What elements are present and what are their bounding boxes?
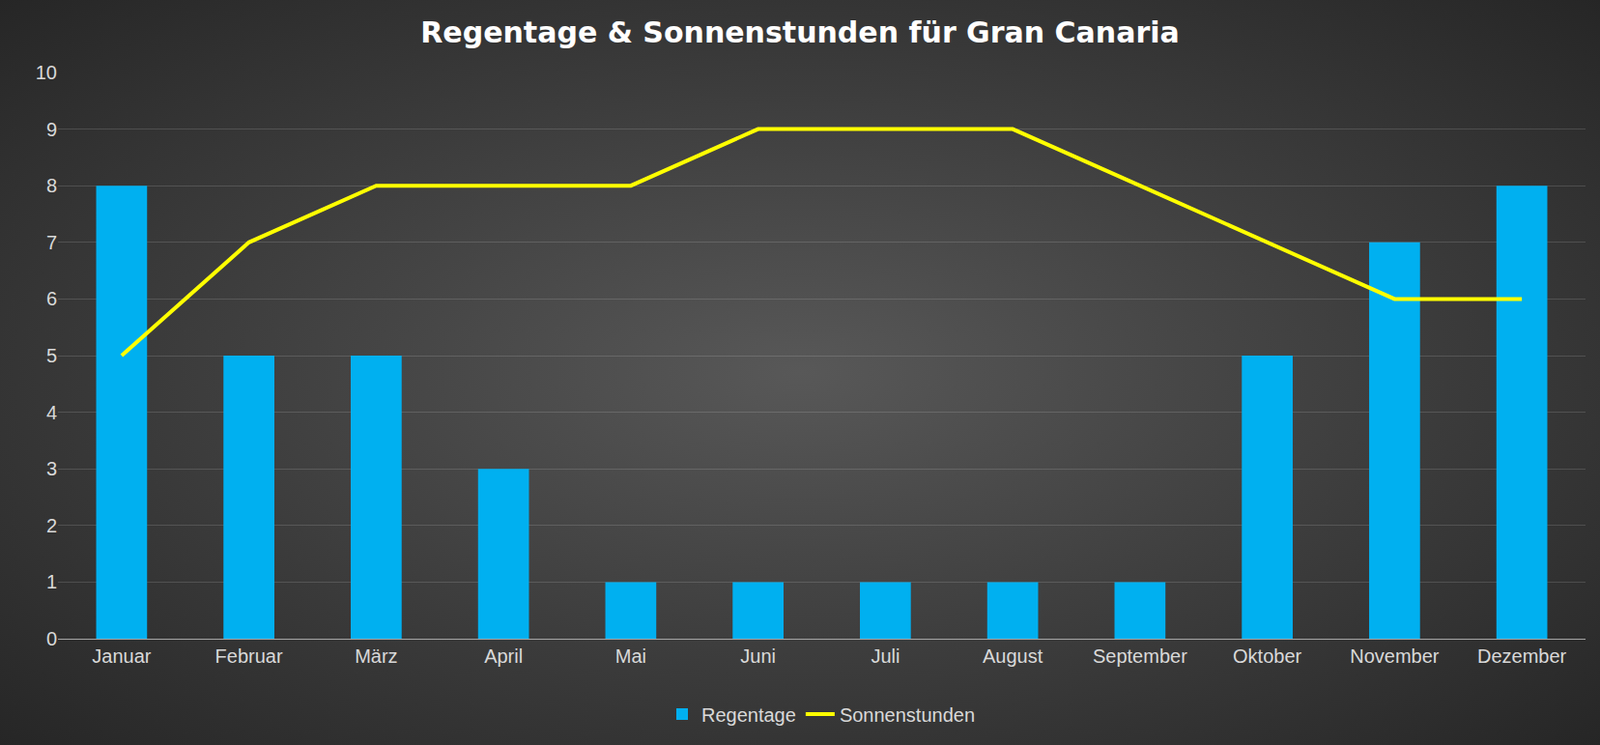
- svg-text:August: August: [982, 645, 1044, 667]
- svg-text:6: 6: [46, 287, 58, 310]
- svg-text:April: April: [484, 645, 523, 667]
- svg-text:November: November: [1349, 645, 1440, 667]
- svg-text:Januar: Januar: [91, 645, 151, 667]
- svg-text:10: 10: [35, 61, 58, 84]
- svg-text:Dezember: Dezember: [1477, 645, 1568, 667]
- svg-text:Oktober: Oktober: [1232, 645, 1302, 667]
- svg-text:Juli: Juli: [870, 645, 900, 667]
- svg-text:Regentage: Regentage: [701, 704, 797, 726]
- svg-text:3: 3: [46, 457, 58, 480]
- svg-text:Februar: Februar: [215, 645, 284, 667]
- svg-text:1: 1: [46, 571, 58, 593]
- svg-text:5: 5: [46, 344, 58, 367]
- svg-text:7: 7: [46, 231, 58, 254]
- svg-text:9: 9: [46, 118, 58, 141]
- svg-text:September: September: [1092, 645, 1188, 667]
- svg-text:8: 8: [46, 174, 58, 197]
- svg-text:März: März: [354, 645, 398, 667]
- svg-text:Juni: Juni: [740, 645, 776, 667]
- svg-text:Regentage & Sonnenstunden für: Regentage & Sonnenstunden für Gran Canar…: [420, 15, 1180, 50]
- svg-text:Mai: Mai: [615, 645, 647, 667]
- svg-text:0: 0: [46, 628, 58, 650]
- svg-text:4: 4: [46, 401, 58, 424]
- svg-text:Sonnenstunden: Sonnenstunden: [839, 704, 975, 726]
- svg-text:2: 2: [46, 514, 58, 537]
